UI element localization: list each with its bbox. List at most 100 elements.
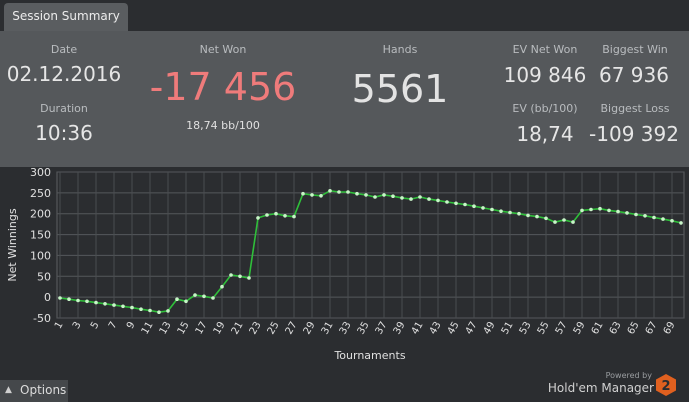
data-point <box>571 220 575 224</box>
x-tick-label: 19 <box>212 320 228 337</box>
x-tick-label: 23 <box>248 320 264 337</box>
x-tick-label: 15 <box>176 320 192 337</box>
data-point <box>328 189 332 193</box>
duration-value: 10:36 <box>35 121 93 145</box>
data-point <box>634 212 638 217</box>
data-point <box>445 200 449 204</box>
hands-label: Hands <box>382 43 418 56</box>
biggest-win-label: Biggest Win <box>602 43 668 56</box>
series-line <box>59 189 682 314</box>
x-tick-label: 37 <box>374 320 390 337</box>
data-point <box>400 196 404 200</box>
x-tick-label: 47 <box>464 320 480 337</box>
data-point <box>418 195 422 199</box>
data-point <box>184 299 188 304</box>
data-point <box>643 214 647 218</box>
x-tick-label: 21 <box>230 320 246 337</box>
ev-net-won-label: EV Net Won <box>512 43 578 56</box>
data-point <box>67 297 71 301</box>
ev-bb100-value: 18,74 <box>516 122 574 146</box>
date-value: 02.12.2016 <box>6 62 122 86</box>
x-axis-label: Tournaments <box>333 349 405 362</box>
data-point <box>526 213 530 218</box>
data-point <box>346 190 350 194</box>
x-tick-label: 35 <box>356 320 372 337</box>
logo-digit: 2 <box>661 379 670 394</box>
data-point <box>670 219 674 223</box>
x-tick-label: 11 <box>140 320 156 337</box>
x-tick-label: 49 <box>482 320 498 337</box>
data-point <box>652 215 656 220</box>
data-point <box>481 206 485 210</box>
data-point <box>616 209 620 214</box>
duration-label: Duration <box>40 102 88 115</box>
date-label: Date <box>50 43 78 56</box>
tab-session-summary[interactable]: Session Summary <box>4 3 128 31</box>
options-label: Options <box>20 383 67 397</box>
gridlines <box>57 171 684 319</box>
x-tick-label: 29 <box>302 320 318 337</box>
data-point <box>355 191 359 196</box>
data-point <box>562 218 566 222</box>
hands-value: 5561 <box>351 67 449 111</box>
x-tick-labels: 1 3 5 7 9 11 13 15 17 19 21 23 25 27 29 31 33 35 37 39 41 43 4… <box>53 320 678 337</box>
data-point <box>463 202 467 207</box>
x-tick-label: 67 <box>644 320 660 337</box>
data-point <box>211 296 215 300</box>
data-point <box>319 194 323 198</box>
y-tick-label: 150 <box>30 229 51 242</box>
data-point <box>508 210 512 215</box>
series-points <box>58 189 683 314</box>
x-tick-label: 43 <box>428 320 444 337</box>
y-axis-label: Net Winnings <box>6 208 19 281</box>
data-point <box>553 220 557 224</box>
data-point <box>580 208 584 213</box>
data-point <box>112 303 116 307</box>
data-point <box>238 274 242 279</box>
x-tick-label: 51 <box>500 320 516 337</box>
options-button[interactable]: ▲ Options <box>0 380 68 402</box>
y-tick-label: 50 <box>37 270 51 283</box>
data-point <box>607 208 611 213</box>
data-point <box>202 294 206 299</box>
data-point <box>337 190 341 194</box>
x-tick-label: 59 <box>572 320 588 337</box>
plot-frame <box>56 171 685 319</box>
data-point <box>382 193 386 197</box>
x-tick-label: 3 <box>71 320 84 331</box>
x-tick-label: 17 <box>194 320 210 337</box>
x-tick-label: 69 <box>662 320 678 337</box>
x-tick-label: 63 <box>608 320 624 337</box>
holdem-manager-logo-icon: 2 <box>656 374 676 396</box>
y-tick-label: -50 <box>33 312 51 325</box>
data-point <box>229 273 233 277</box>
data-point <box>499 209 503 213</box>
data-point <box>544 216 548 221</box>
data-point <box>247 276 251 280</box>
data-point <box>283 214 287 218</box>
ev-net-won-value: 109 846 <box>503 63 587 87</box>
biggest-win-value: 67 936 <box>599 63 669 87</box>
x-tick-label: 61 <box>590 320 606 337</box>
brand-name: Hold'em Manager <box>547 381 654 395</box>
powered-by-label: Powered by <box>605 371 652 380</box>
chevron-up-icon: ▲ <box>5 385 12 395</box>
data-point <box>121 304 125 309</box>
data-point <box>589 207 593 212</box>
x-tick-label: 7 <box>107 320 120 331</box>
data-point <box>274 211 278 216</box>
x-tick-label: 41 <box>410 320 426 337</box>
x-tick-label: 39 <box>392 320 408 337</box>
data-point <box>454 201 458 206</box>
data-point <box>85 299 89 304</box>
data-point <box>436 198 440 203</box>
x-tick-label: 13 <box>158 320 174 337</box>
ev-bb100-label: EV (bb/100) <box>512 102 578 115</box>
x-tick-label: 57 <box>554 320 570 337</box>
data-point <box>472 204 476 208</box>
biggest-loss-value: -109 392 <box>589 122 679 146</box>
data-point <box>409 197 413 201</box>
x-tick-label: 33 <box>338 320 354 337</box>
data-point <box>193 293 197 297</box>
